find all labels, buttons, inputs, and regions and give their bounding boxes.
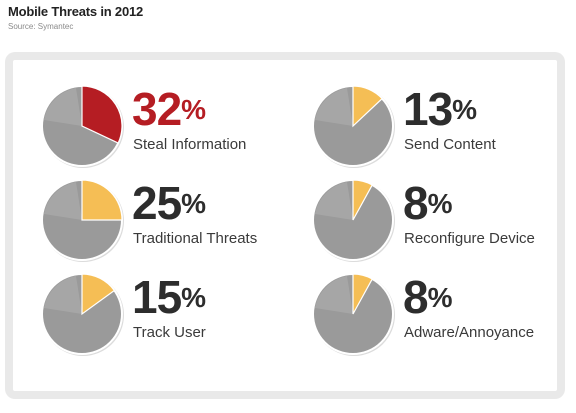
pie-chart [312,85,395,168]
pie-percentage-value: 8 [403,177,429,229]
pie-percentage-value: 8 [403,271,429,323]
pie-gloss [315,88,353,126]
pie-percentage: 8% [403,180,452,226]
pie-percentage-sign: % [427,188,453,219]
pie-percentage: 15% [132,271,206,323]
pie-percentage-sign: % [181,188,206,219]
pie-percentage-value: 25 [132,177,182,229]
pie-chart [41,273,124,356]
pie-item: 13% Send Content [311,84,561,176]
pie-item: 25% Traditional Threats [40,178,290,270]
pie-gloss [44,182,82,220]
pie-highlight-slice [352,179,374,221]
pie-percentage: 8% [403,274,452,320]
pie-label: Send Content [404,136,496,153]
pie-highlight-slice [81,179,123,221]
pie-chart [312,273,395,356]
pie-gloss [44,88,82,126]
pie-percentage-value: 15 [132,271,182,323]
pie-percentage-sign: % [181,94,206,125]
pie-highlight-slice [352,85,384,128]
pie-chart [41,179,124,262]
pie-item: 8% Adware/Annoyance [311,272,561,364]
pie-label: Traditional Threats [133,230,258,247]
pie-percentage-sign: % [181,282,206,313]
pie-label: Track User [133,324,206,341]
pie-gloss [315,276,353,314]
pie-item: 8% Reconfigure Device [311,178,561,270]
pie-percentage-value: 13 [403,83,453,135]
pie-percentage-sign: % [427,282,453,313]
chart-panel-inner: 32% Steal Information 13% Send Content 2… [13,60,557,391]
pie-gloss [315,182,353,220]
chart-panel: 32% Steal Information 13% Send Content 2… [5,52,565,399]
chart-source: Source: Symantec [8,22,74,31]
pie-highlight-slice [352,273,374,315]
pie-label: Reconfigure Device [404,230,535,247]
pie-label: Adware/Annoyance [404,324,535,341]
pie-percentage-value: 32 [132,83,182,135]
chart-title: Mobile Threats in 2012 [8,4,144,19]
pie-highlight-slice [81,85,123,144]
pie-percentage: 32% [132,83,206,135]
pie-highlight-slice [81,273,116,316]
pie-percentage-sign: % [452,94,477,125]
pie-item: 32% Steal Information [40,84,290,176]
pie-gloss [44,276,82,314]
pie-chart [41,85,124,168]
pie-chart [312,179,395,262]
pie-item: 15% Track User [40,272,290,364]
pie-percentage: 25% [132,177,206,229]
pie-label: Steal Information [133,136,247,153]
pie-percentage: 13% [403,83,477,135]
